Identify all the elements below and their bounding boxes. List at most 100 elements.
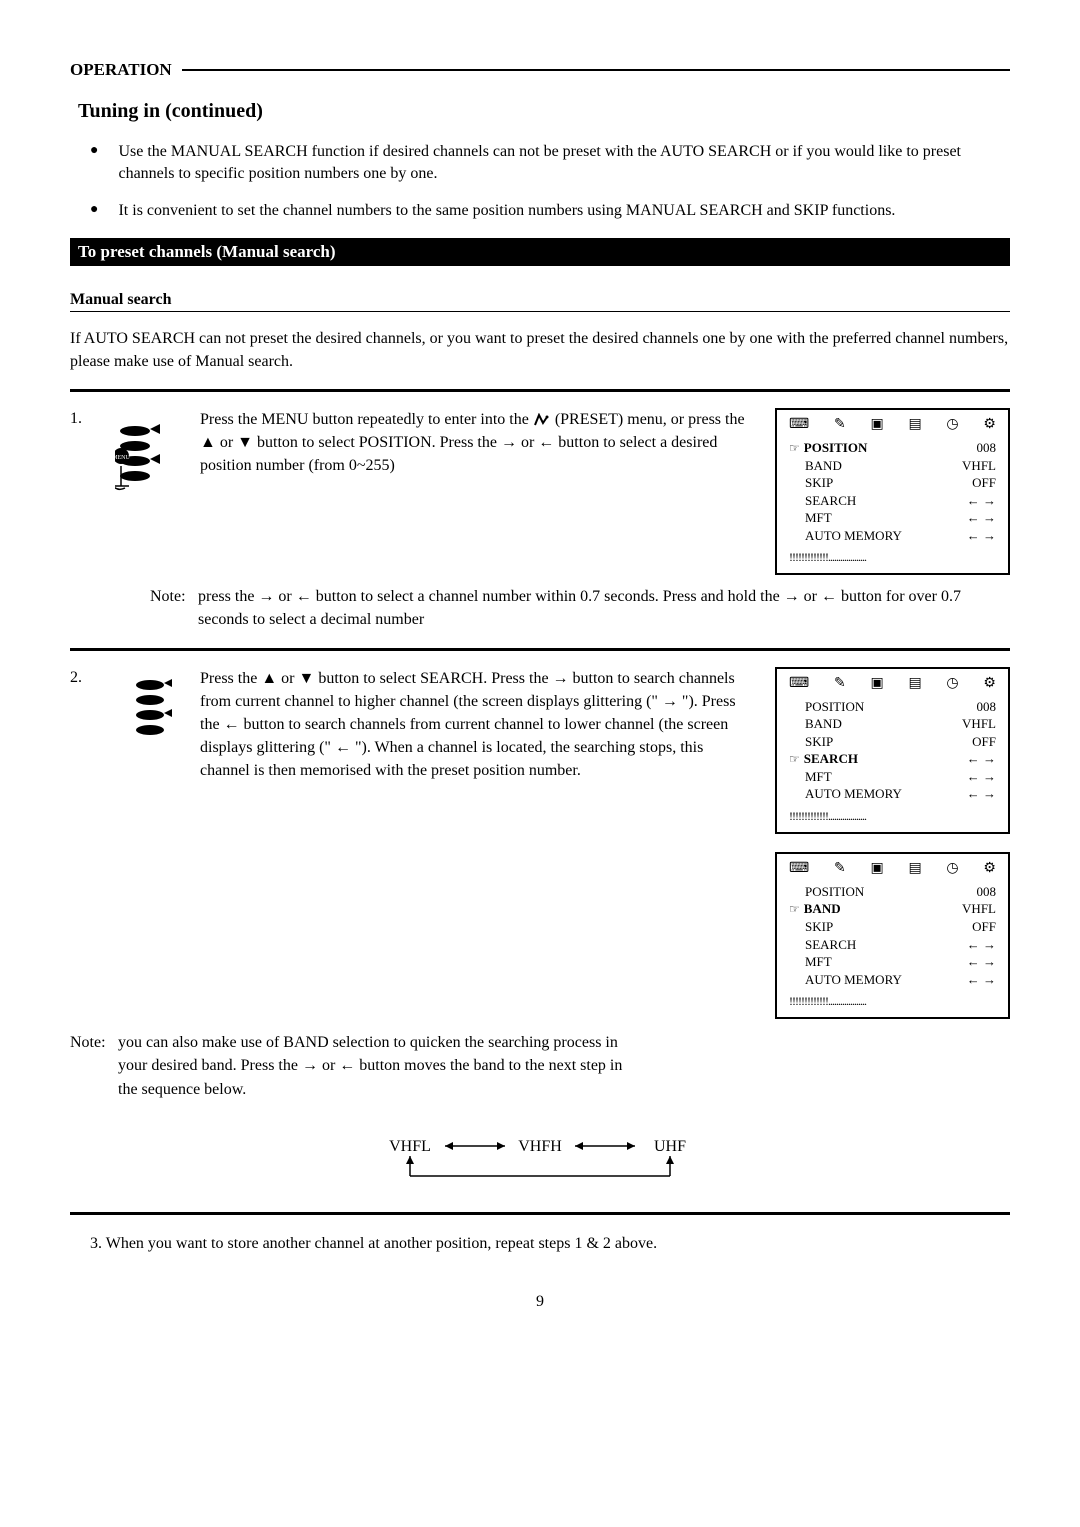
- pointer-icon: ☞: [789, 901, 800, 917]
- tv-icon: ⌨: [789, 860, 809, 877]
- pointer-icon: ☞: [789, 751, 800, 767]
- setup-icon: ⚙: [983, 675, 996, 692]
- step-2: 2. Press the ▲ or ▼ button to select SEA…: [70, 667, 1010, 1020]
- section-black-bar: To preset channels (Manual search): [70, 238, 1010, 266]
- osd-row: MFT ← →: [785, 768, 1000, 786]
- bullet-text: It is convenient to set the channel numb…: [118, 200, 1010, 222]
- osd-search: SEARCH: [804, 750, 858, 768]
- preset-osd-icon: ✎: [834, 860, 846, 877]
- osd-auto-memory: AUTO MEMORY: [805, 971, 902, 989]
- osd-row: ☞SEARCH ← →: [785, 750, 1000, 768]
- preset-osd-icon: ✎: [834, 416, 846, 433]
- osd-row: MFT ← →: [785, 509, 1000, 527]
- osd-row: POSITION 008: [785, 883, 1000, 901]
- osd-mft: MFT: [805, 509, 832, 527]
- note-text: press the → or ← button to select a chan…: [198, 585, 1010, 631]
- sound-icon: ▤: [908, 416, 921, 433]
- osd-value: ← →: [967, 509, 996, 527]
- intro-paragraph: If AUTO SEARCH can not preset the desire…: [70, 328, 1010, 373]
- sound-icon: ▤: [908, 860, 921, 877]
- osd-box-search: ⌨ ✎ ▣ ▤ ◷ ⚙ POSITION 008 BAND VHFL SKIP …: [775, 667, 1010, 834]
- bullet-text: Use the MANUAL SEARCH function if desire…: [118, 141, 1010, 186]
- svg-text:VHFH: VHFH: [518, 1138, 562, 1155]
- osd-value: OFF: [972, 474, 996, 492]
- osd-value: OFF: [972, 733, 996, 751]
- osd-skip: SKIP: [805, 733, 833, 751]
- osd-mft: MFT: [805, 953, 832, 971]
- osd-auto-memory: AUTO MEMORY: [805, 527, 902, 545]
- osd-icon-row: ⌨ ✎ ▣ ▤ ◷ ⚙: [785, 675, 1000, 698]
- picture-icon: ▣: [870, 860, 883, 877]
- page-subtitle: Tuning in (continued): [78, 100, 1010, 123]
- osd-row: POSITION 008: [785, 698, 1000, 716]
- tv-icon: ⌨: [789, 675, 809, 692]
- svg-text:MENU: MENU: [115, 455, 130, 461]
- bullet-marker: ●: [90, 202, 98, 222]
- bullet-marker: ●: [90, 143, 98, 186]
- step-1-note: Note: press the → or ← button to select …: [150, 585, 1010, 631]
- osd-value: ← →: [967, 750, 996, 768]
- preset-icon: [533, 408, 551, 431]
- osd-row: SKIP OFF: [785, 918, 1000, 936]
- page-number: 9: [70, 1293, 1010, 1311]
- osd-skip: SKIP: [805, 918, 833, 936]
- note-label: Note:: [150, 585, 198, 631]
- osd-mft: MFT: [805, 768, 832, 786]
- osd-value: 008: [977, 883, 997, 901]
- thick-rule: [70, 1212, 1010, 1215]
- osd-row: SEARCH ← →: [785, 936, 1000, 954]
- setup-icon: ⚙: [983, 860, 996, 877]
- osd-progress-bar: !!!!!!!!!!!!!...................: [785, 550, 1000, 565]
- step-1: 1. MENU Press the MENU button repeatedly…: [70, 408, 1010, 575]
- osd-value: ← →: [967, 527, 996, 545]
- osd-value: ← →: [967, 936, 996, 954]
- osd-row: SEARCH ← →: [785, 492, 1000, 510]
- osd-value: ← →: [967, 768, 996, 786]
- picture-icon: ▣: [870, 675, 883, 692]
- osd-band: BAND: [805, 457, 842, 475]
- osd-row: ☞BAND VHFL: [785, 900, 1000, 918]
- osd-row: SKIP OFF: [785, 733, 1000, 751]
- sound-icon: ▤: [908, 675, 921, 692]
- remote-menu-icon: MENU: [110, 408, 200, 575]
- osd-row: BAND VHFL: [785, 715, 1000, 733]
- osd-row: AUTO MEMORY ← →: [785, 971, 1000, 989]
- step-2-text: Press the ▲ or ▼ button to select SEARCH…: [200, 667, 775, 1020]
- svg-text:VHFL: VHFL: [389, 1138, 431, 1155]
- preset-osd-icon: ✎: [834, 675, 846, 692]
- band-note: Note: you can also make use of BAND sele…: [70, 1031, 1010, 1101]
- osd-value: ← →: [967, 785, 996, 803]
- osd-value: 008: [977, 439, 997, 457]
- pointer-icon: ☞: [789, 440, 800, 456]
- osd-value: ← →: [967, 492, 996, 510]
- osd-row: ☞POSITION 008: [785, 439, 1000, 457]
- clock-icon: ◷: [946, 416, 958, 433]
- osd-progress-bar: !!!!!!!!!!!!!...................: [785, 809, 1000, 824]
- osd-icon-row: ⌨ ✎ ▣ ▤ ◷ ⚙: [785, 860, 1000, 883]
- osd-value: VHFL: [962, 457, 996, 475]
- band-note-text: you can also make use of BAND selection …: [118, 1031, 638, 1101]
- bullet-item: ● Use the MANUAL SEARCH function if desi…: [90, 141, 1010, 186]
- osd-position: POSITION: [805, 883, 864, 901]
- note-label: Note:: [70, 1031, 118, 1101]
- osd-row: AUTO MEMORY ← →: [785, 785, 1000, 803]
- osd-position: POSITION: [804, 439, 868, 457]
- svg-text:UHF: UHF: [654, 1138, 686, 1155]
- osd-row: BAND VHFL: [785, 457, 1000, 475]
- remote-arrow-icon: [110, 667, 200, 1020]
- osd-progress-bar: !!!!!!!!!!!!!...................: [785, 994, 1000, 1009]
- osd-value: ← →: [967, 953, 996, 971]
- osd-search: SEARCH: [805, 492, 856, 510]
- rule-line: [70, 311, 1010, 312]
- page-header: OPERATION: [70, 60, 1010, 80]
- bullet-item: ● It is convenient to set the channel nu…: [90, 200, 1010, 222]
- osd-search: SEARCH: [805, 936, 856, 954]
- osd-skip: SKIP: [805, 474, 833, 492]
- step-3-text: 3. When you want to store another channe…: [90, 1235, 1010, 1253]
- osd-row: SKIP OFF: [785, 474, 1000, 492]
- osd-position: POSITION: [805, 698, 864, 716]
- osd-icon-row: ⌨ ✎ ▣ ▤ ◷ ⚙: [785, 416, 1000, 439]
- osd-value: VHFL: [962, 715, 996, 733]
- step-number: 1.: [70, 408, 110, 575]
- clock-icon: ◷: [946, 675, 958, 692]
